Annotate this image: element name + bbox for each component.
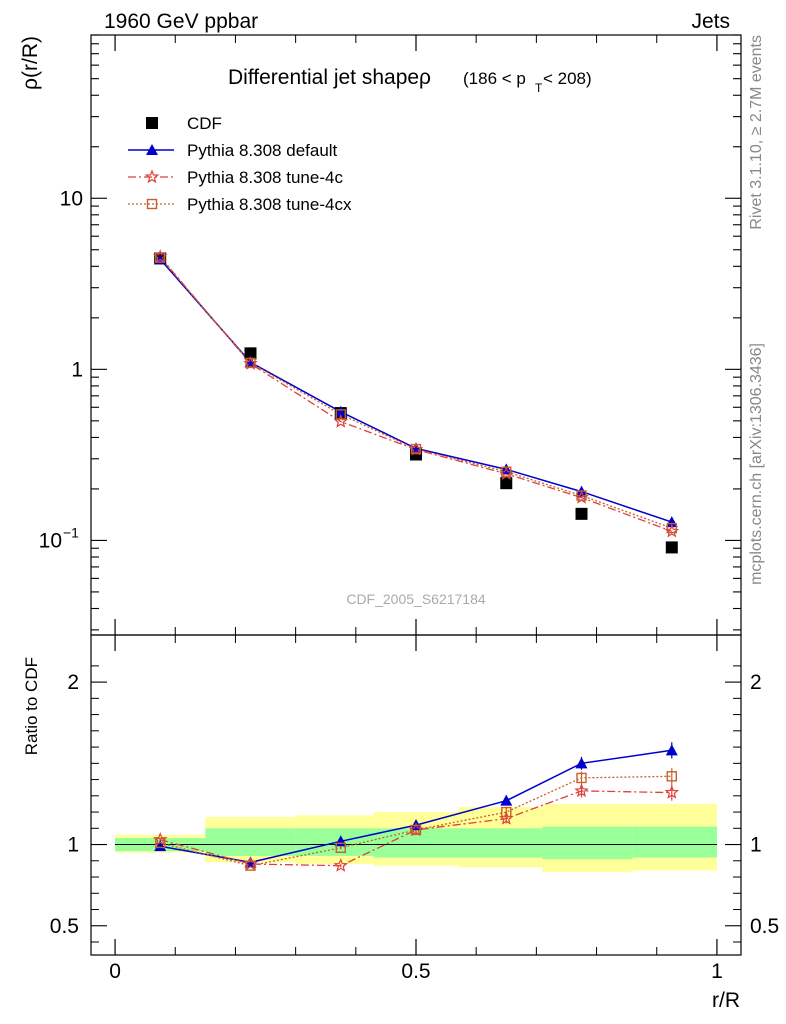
ratio-point-default [575,757,588,769]
x-tick-label: 1 [711,960,723,983]
ratio-point-tune4cx [666,771,677,782]
ratio-panel [115,803,717,873]
ratio-point-tune4cx [410,824,422,836]
point-tune4cx [245,357,256,369]
title-range-open: (186 < p [463,69,526,88]
legend-marker-tune4c [144,169,160,184]
y-axis-label-main: ρ(r/R) [19,36,42,90]
point-cdf [665,541,678,554]
ratio-panel-data [152,742,680,872]
ratio-point-default [500,794,513,806]
legend-marker-cdf [146,117,158,129]
y-axis-label-ratio: Ratio to CDF [22,657,41,755]
point-tune4cx [410,443,422,455]
ratio-point-tune4c [333,858,349,872]
y-tick-label: 10 [60,187,83,210]
point-default [334,405,347,417]
legend-label-default: Pythia 8.308 default [187,141,338,160]
x-tick-label: 0.5 [401,960,430,983]
series-line-tune4c [159,256,673,532]
ratio-y-tick-label-right: 1 [750,834,762,857]
header-right: Jets [691,10,730,33]
ratio-point-tune4c [574,783,589,798]
x-axis-label: r/R [712,989,740,1012]
legend-label-tune4cx: Pythia 8.308 tune-4cx [187,195,352,214]
legend-marker-tune4cx [146,198,158,210]
point-cdf [500,477,513,490]
legend-label-tune4c: Pythia 8.308 tune-4c [187,168,343,187]
ratio-point-tune4cx [155,837,166,849]
ratio-point-tune4c [664,784,680,799]
series-line-default [159,258,673,523]
header-left: 1960 GeV ppbar [104,10,258,33]
title-range-close: < 208) [543,69,592,88]
point-tune4cx [576,490,587,501]
legend: CDF Pythia 8.308 default Pythia 8.308 tune… [128,114,352,214]
ratio-point-tune4cx [501,806,512,818]
title-main: Differential jet shapeρ [228,66,431,89]
point-cdf [575,507,588,520]
point-tune4cx [501,466,512,477]
main-panel-data [152,249,680,554]
ratio-y-tick-label: 2 [67,671,79,694]
ratio-y-tick-label-right: 0.5 [750,915,779,938]
ratio-point-tune4cx [335,842,346,853]
ratio-frame [90,634,742,956]
uncertainty-band-inner [458,828,543,858]
x-tick-label: 0 [109,960,121,983]
point-tune4cx [335,409,346,420]
uncertainty-band-inner [542,826,633,860]
point-tune4cx [666,522,677,534]
ratio-point-tune4cx [576,772,587,784]
point-default [665,516,678,528]
y-tick-label-exponent: −1 [63,524,79,540]
legend-marker-default [146,144,158,155]
legend-label-cdf: CDF [187,114,222,133]
side-label-bottom: mcplots.cern.ch [arXiv:1306.3436] [748,343,765,585]
watermark: CDF_2005_S6217184 [346,591,486,607]
ratio-point-tune4cx [245,860,256,871]
series-line-tune4cx [159,257,673,529]
ratio-y-tick-label-right: 2 [750,671,762,694]
ratio-point-default [154,840,167,852]
side-label-top: Rivet 3.1.10, ≥ 2.7M events [748,35,765,230]
uncertainty-band-inner [205,828,296,856]
ratio-y-tick-label: 0.5 [50,915,79,938]
y-tick-label: 10 [39,529,62,552]
y-tick-label: 1 [71,358,83,381]
point-tune4cx [155,252,166,263]
plot-title: Differential jet shapeρ (186 < p T < 208… [228,66,592,95]
ratio-point-default [665,744,678,756]
title-range-sub: T [535,81,543,95]
ratio-y-tick-label: 1 [67,834,79,857]
point-cdf [244,347,257,360]
uncertainty-band-inner [632,826,717,858]
